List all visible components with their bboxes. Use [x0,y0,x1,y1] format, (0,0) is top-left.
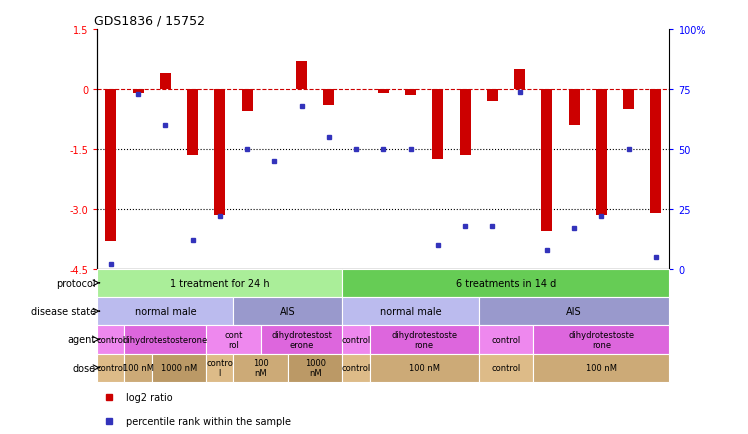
Text: dihydrotestost
erone: dihydrotestost erone [272,330,332,349]
Bar [405,90,416,96]
Text: 100 nM: 100 nM [586,363,617,372]
Bar [479,297,669,326]
Bar [479,354,533,382]
Bar [296,62,307,90]
Text: control: control [491,363,521,372]
Text: dihydrotestoste
rone: dihydrotestoste rone [568,330,634,349]
Bar [479,326,533,354]
Bar [233,354,288,382]
Bar [233,297,343,326]
Bar [288,354,343,382]
Bar [97,297,233,326]
Text: agent: agent [67,335,96,345]
Bar [343,297,479,326]
Bar [206,354,233,382]
Bar [160,74,171,90]
Text: normal male: normal male [135,306,196,316]
Bar [343,326,370,354]
Text: protocol: protocol [56,278,96,288]
Text: normal male: normal male [380,306,441,316]
Bar [542,90,552,231]
Text: dihydrotestosterone: dihydrotestosterone [123,335,208,344]
Text: log2 ratio: log2 ratio [126,393,173,402]
Text: dose: dose [73,363,96,373]
Bar [533,354,669,382]
Bar [568,90,580,126]
Text: 1 treatment for 24 h: 1 treatment for 24 h [170,278,270,288]
Bar [97,269,343,297]
Bar [487,90,498,102]
Text: AIS: AIS [280,306,295,316]
Bar [124,326,206,354]
Bar [343,269,669,297]
Bar [187,90,198,156]
Bar [124,354,152,382]
Bar [623,90,634,110]
Bar [378,90,389,94]
Bar [323,90,334,106]
Text: disease state: disease state [31,306,96,316]
Text: 6 treatments in 14 d: 6 treatments in 14 d [456,278,556,288]
Bar [242,90,253,112]
Text: control: control [342,335,371,344]
Text: cont
rol: cont rol [224,330,242,349]
Text: dihydrotestoste
rone: dihydrotestoste rone [391,330,457,349]
Text: control: control [96,363,126,372]
Bar [343,354,370,382]
Bar [105,90,117,241]
Bar [651,90,661,214]
Text: control: control [342,363,371,372]
Bar [432,90,444,160]
Text: 1000
nM: 1000 nM [304,358,325,377]
Bar [370,354,479,382]
Text: GDS1836 / 15752: GDS1836 / 15752 [94,15,206,28]
Bar [533,326,669,354]
Bar [459,90,470,156]
Bar [132,90,144,94]
Text: 100 nM: 100 nM [123,363,153,372]
Text: contro
l: contro l [206,358,233,377]
Bar [215,90,225,215]
Bar [152,354,206,382]
Text: control: control [96,335,126,344]
Bar [261,326,343,354]
Bar [206,326,261,354]
Text: 100 nM: 100 nM [408,363,440,372]
Bar [514,70,525,90]
Text: control: control [491,335,521,344]
Text: 1000 nM: 1000 nM [161,363,197,372]
Text: AIS: AIS [566,306,582,316]
Bar [97,354,124,382]
Bar [596,90,607,215]
Text: 100
nM: 100 nM [253,358,269,377]
Bar [370,326,479,354]
Bar [97,326,124,354]
Text: percentile rank within the sample: percentile rank within the sample [126,416,291,426]
